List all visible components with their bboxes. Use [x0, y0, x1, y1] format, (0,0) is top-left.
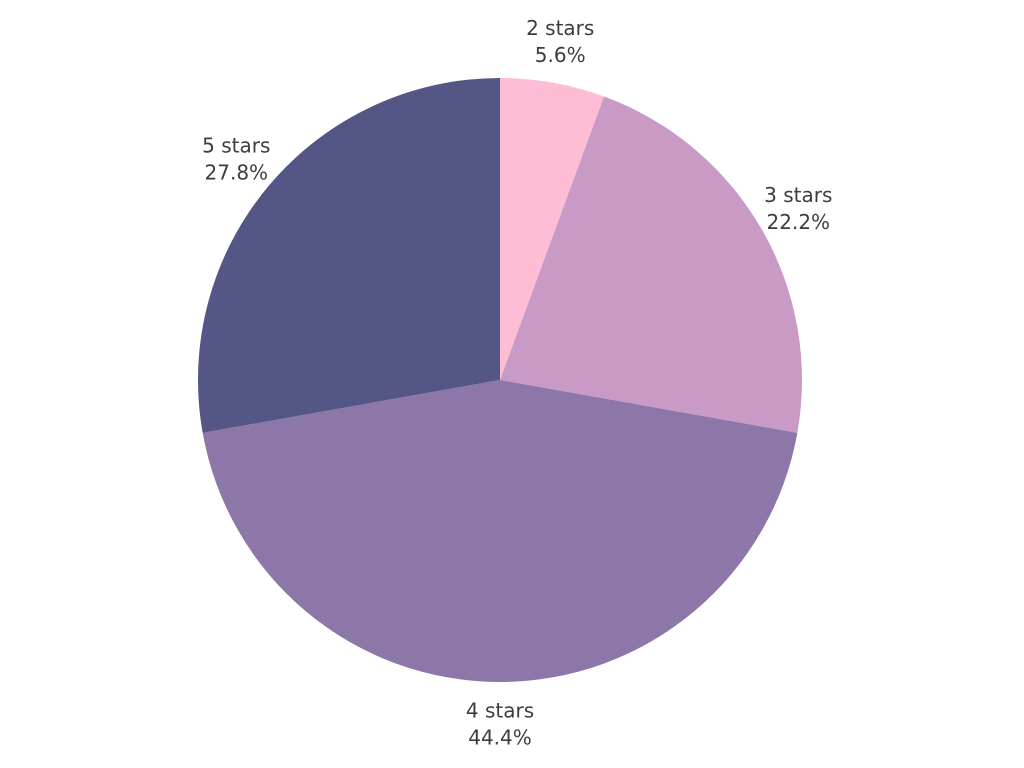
slice-percent-2-stars: 5.6% [535, 43, 586, 67]
pie-slice-4-stars [202, 380, 798, 683]
slice-label-2-stars: 2 stars [526, 16, 594, 40]
slice-label-5-stars: 5 stars [202, 134, 270, 158]
slice-label-3-stars: 3 stars [764, 183, 832, 207]
pie-slice-2-stars [500, 78, 605, 380]
pie-slice-3-stars [500, 96, 803, 433]
slice-percent-3-stars: 22.2% [767, 210, 831, 234]
slice-percent-5-stars: 27.8% [205, 161, 269, 185]
slice-percent-4-stars: 44.4% [468, 726, 532, 750]
slice-label-4-stars: 4 stars [466, 699, 534, 723]
pie-slice-5-stars [197, 78, 500, 433]
